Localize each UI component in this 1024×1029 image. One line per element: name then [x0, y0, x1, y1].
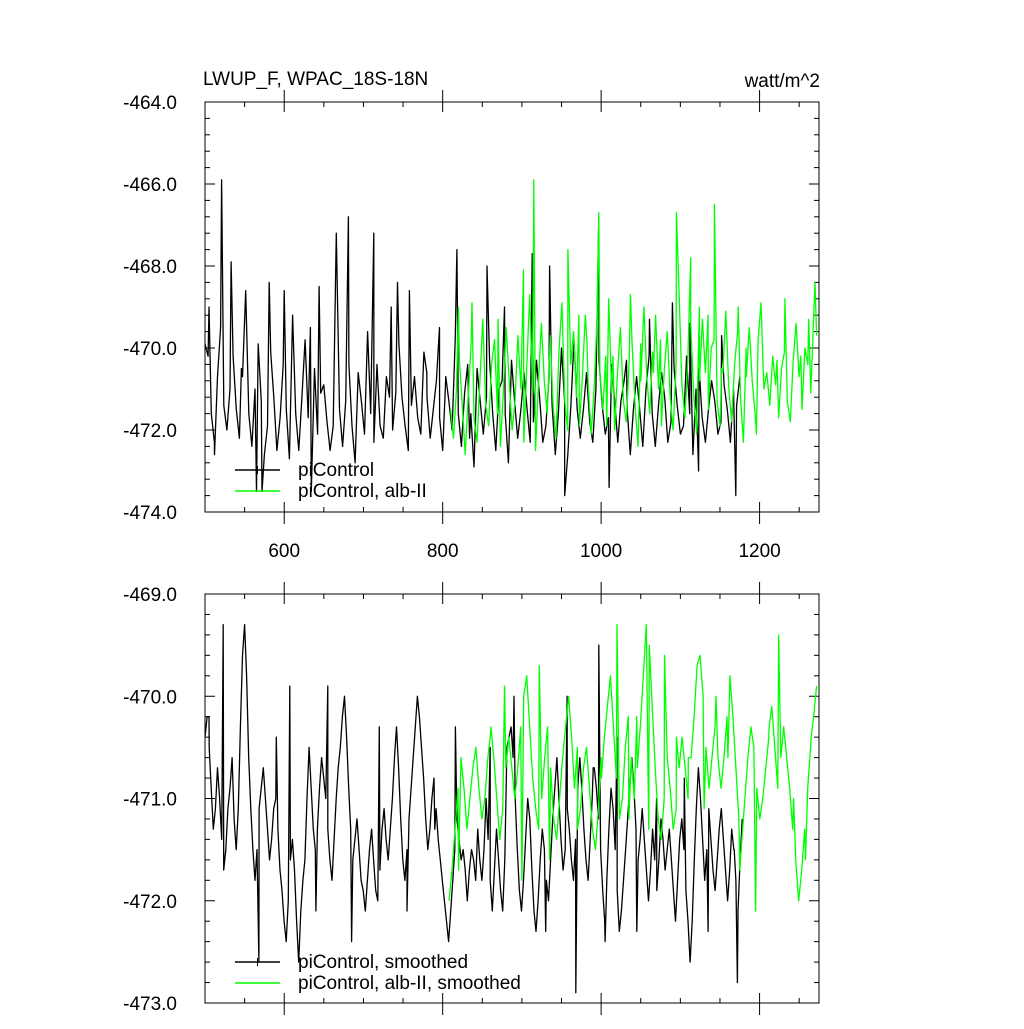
y-tick-label: -472.0 [123, 892, 177, 913]
y-tick-label: -472.0 [123, 421, 177, 442]
x-tick-label: 800 [427, 541, 459, 562]
y-tick-label: -468.0 [123, 257, 177, 278]
y-tick-label: -471.0 [123, 790, 177, 811]
series-line-black [205, 179, 741, 497]
x-tick-label: 600 [268, 541, 300, 562]
y-tick-label: -470.0 [123, 687, 177, 708]
x-tick-label: 1000 [580, 541, 622, 562]
legend-label: piControl, alb-II, smoothed [298, 973, 521, 994]
y-tick-label: -464.0 [123, 93, 177, 114]
y-tick-label: -470.0 [123, 339, 177, 360]
series-line-black [205, 624, 743, 994]
y-tick-label: -474.0 [123, 503, 177, 524]
y-tick-label: -473.0 [123, 994, 177, 1015]
plot-frame [204, 101, 820, 513]
series-line-green [449, 179, 818, 456]
y-tick-label: -466.0 [123, 175, 177, 196]
legend-label: piControl, smoothed [298, 952, 468, 973]
bottom-panel: -469.0 -470.0 -471.0 -472.0 -473.0 piControl,… [123, 582, 820, 1015]
legend-label: piControl [298, 460, 374, 481]
chart-title: LWUP_F, WPAC_18S-18N [203, 69, 428, 90]
y-tick-label: -469.0 [123, 585, 177, 606]
series-line-green [448, 624, 818, 912]
x-tick-label: 1200 [738, 541, 780, 562]
units-label: watt/m^2 [744, 71, 820, 92]
top-panel: LWUP_F, WPAC_18S-18N watt/m^2 -464.0 -466… [123, 69, 820, 562]
legend-label: piControl, alb-II [298, 481, 427, 502]
